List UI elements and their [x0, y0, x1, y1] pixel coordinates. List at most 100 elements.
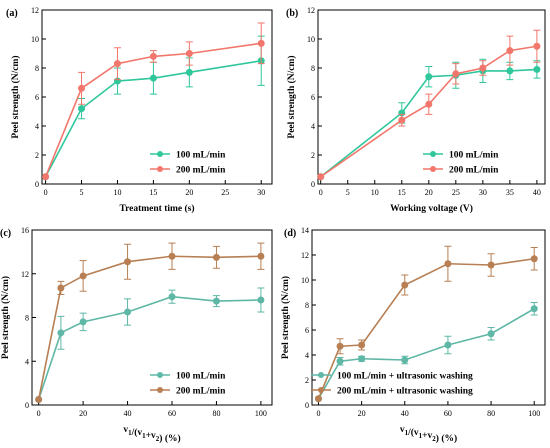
x-tick-label: 80	[487, 409, 495, 418]
data-point	[257, 39, 265, 47]
y-tick-label: 8	[311, 64, 315, 73]
legend: 100 mL/min + ultrasonic washing 200 mL/mi…	[311, 372, 473, 397]
series-2	[317, 29, 541, 181]
data-point	[358, 355, 366, 363]
y-axis-label: Peel strength (N/cm)	[286, 55, 297, 138]
series-1	[317, 58, 541, 181]
x-tick-label: 0	[44, 188, 48, 197]
x-axis-label: v1/(v1+v2) (%)	[123, 425, 180, 444]
legend-label: 100 mL/min	[449, 151, 499, 161]
y-tick-label: 10	[307, 35, 315, 44]
y-axis-label: Peel strength (N/cm)	[10, 55, 21, 138]
data-point	[487, 261, 495, 269]
data-point	[168, 293, 176, 301]
data-point	[57, 284, 65, 292]
y-tick-label: 12	[31, 6, 39, 15]
data-point	[401, 356, 409, 364]
data-point	[479, 64, 487, 72]
data-point	[149, 74, 157, 82]
data-point	[401, 281, 409, 289]
data-point	[444, 341, 452, 349]
data-point	[212, 297, 220, 305]
x-tick-label: 15	[398, 188, 406, 197]
legend: 100 mL/min 200 mL/min	[150, 151, 226, 176]
legend-marker	[157, 387, 163, 393]
legend-label: 100 mL/min + ultrasonic washing	[337, 372, 473, 382]
series-line	[44, 42, 262, 178]
legend: 100 mL/min 200 mL/min	[423, 151, 499, 176]
y-tick-label: 12	[307, 6, 315, 15]
series-line	[317, 308, 535, 400]
series-1	[35, 287, 265, 404]
y-tick-label: 6	[35, 93, 39, 102]
x-tick-label: 40	[533, 188, 541, 197]
panel-label: (c)	[0, 228, 11, 239]
legend-marker	[157, 372, 163, 378]
x-tick-label: 0	[316, 409, 320, 418]
x-tick-label: 25	[221, 188, 229, 197]
y-tick-label: 6	[305, 326, 309, 335]
panel-b: 0 5 10 15 20 25 30 35 40 0 2 4 6 8 10 12 (b) Peel strengt…	[286, 6, 546, 214]
x-tick-label: 20	[358, 409, 366, 418]
x-tick-label: 0	[37, 409, 41, 418]
x-tick-label: 60	[168, 409, 176, 418]
plot-frame	[41, 9, 273, 185]
x-axis-label: Treatment time (s)	[119, 203, 194, 214]
x-tick-label: 0	[319, 188, 323, 197]
y-axis-label: Peel strength (N/cm)	[0, 276, 11, 359]
y-tick-label: 4	[305, 351, 309, 360]
data-point	[425, 100, 433, 108]
y-tick-label: 0	[311, 180, 315, 189]
legend-marker	[318, 372, 324, 378]
series-line	[37, 295, 261, 400]
x-tick-label: 40	[124, 409, 132, 418]
y-tick-label: 6	[311, 93, 315, 102]
data-point	[257, 252, 265, 260]
data-point	[487, 330, 495, 338]
panel-label: (d)	[284, 228, 296, 239]
y-tick-label: 2	[311, 151, 315, 160]
y-tick-label: 4	[25, 357, 29, 366]
x-tick-label: 60	[444, 409, 452, 418]
data-point	[113, 60, 121, 68]
x-tick-label: 80	[212, 409, 220, 418]
data-point	[79, 272, 87, 280]
data-point	[212, 253, 220, 261]
y-tick-label: 10	[301, 276, 309, 285]
x-tick-label: 10	[113, 188, 121, 197]
data-point	[533, 65, 541, 73]
data-point	[336, 342, 344, 350]
data-point	[35, 396, 43, 404]
series-2	[35, 242, 265, 404]
panel-a: 0 5 10 15 20 25 30 0 2 4 6 8 10 12 (a) Peel strength (N…	[6, 6, 273, 214]
y-tick-label: 4	[311, 122, 315, 131]
data-point	[124, 258, 132, 266]
y-tick-label: 2	[35, 151, 39, 160]
data-point	[314, 395, 322, 403]
y-tick-label: 12	[301, 251, 309, 260]
x-tick-label: 20	[425, 188, 433, 197]
data-point	[452, 70, 460, 78]
x-tick-label: 35	[506, 188, 514, 197]
legend-label: 200 mL/min	[176, 387, 226, 397]
data-point	[444, 260, 452, 268]
data-point	[506, 67, 514, 75]
legend-marker	[430, 151, 436, 157]
legend-label: 200 mL/min	[176, 166, 226, 176]
data-point	[79, 318, 87, 326]
data-point	[149, 52, 157, 60]
data-point	[530, 305, 538, 313]
y-axis-label: Peel strength (N/cm)	[280, 276, 291, 359]
legend: 100 mL/min 200 mL/min	[150, 372, 226, 397]
legend-marker	[318, 387, 324, 393]
x-tick-label: 20	[79, 409, 87, 418]
y-tick-label: 12	[21, 270, 29, 279]
x-tick-label: 30	[479, 188, 487, 197]
x-tick-label: 15	[149, 188, 157, 197]
y-tick-label: 4	[35, 122, 39, 131]
y-tick-label: 10	[31, 35, 39, 44]
data-point	[168, 252, 176, 260]
legend-label: 200 mL/min	[449, 166, 499, 176]
series-2	[42, 22, 265, 181]
